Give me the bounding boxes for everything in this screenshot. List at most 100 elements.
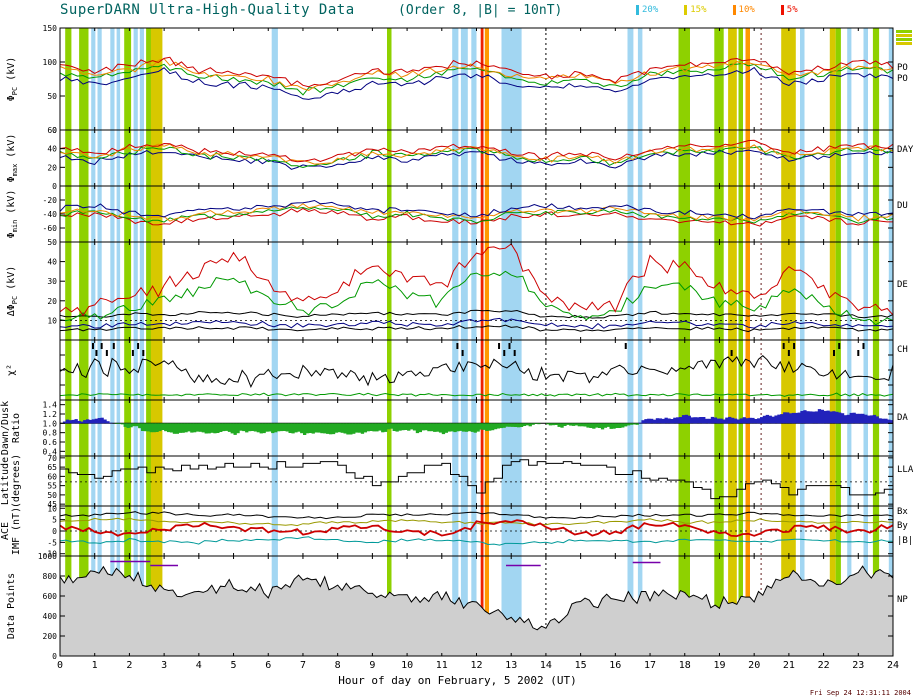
event-band xyxy=(271,28,278,656)
event-band xyxy=(139,28,144,656)
y-tick-label: 40 xyxy=(47,145,57,154)
series-imf-olive xyxy=(59,517,894,527)
y-tick-label: 50 xyxy=(47,491,57,500)
series-phi-min-orange xyxy=(59,203,894,222)
x-tick-label: 3 xyxy=(161,660,167,671)
y-tick-label: 0 xyxy=(52,126,57,135)
legend-swatch xyxy=(636,5,639,15)
series-imf-By-cyan xyxy=(59,536,893,546)
y-tick-label: 50 xyxy=(47,92,57,101)
series-boundary-latitude xyxy=(60,459,894,500)
event-band xyxy=(471,28,477,656)
legend-item: 5% xyxy=(780,5,798,15)
x-tick-label: 16 xyxy=(609,660,621,671)
panel-phi_max: 20 40 60 Φmax (kV) xyxy=(6,126,894,187)
panel-phi_min: -60 -40 -20 0 Φmin (kV) xyxy=(6,182,894,243)
y-tick-label: 100 xyxy=(43,58,58,67)
event-band xyxy=(484,28,489,656)
y-tick-label: 1.4 xyxy=(43,401,58,410)
series-data-points xyxy=(59,565,894,657)
panel-chi2: χ² xyxy=(6,339,894,401)
y-tick-label: 60 xyxy=(47,126,57,135)
y-tick-label: 10 xyxy=(47,316,57,325)
event-band xyxy=(863,28,868,656)
event-band xyxy=(91,28,96,656)
plot-timestamp: Fri Sep 24 12:31:11 2004 xyxy=(809,689,911,697)
threshold-legend: 20% 15% 10% 5% xyxy=(636,5,798,15)
right-margin-label: NP xyxy=(897,595,908,605)
y-tick-label: 800 xyxy=(43,572,58,581)
event-band xyxy=(124,28,132,656)
y-tick-label: 0.6 xyxy=(43,438,58,447)
right-margin-label: DE xyxy=(897,280,908,290)
panel-ylabel: ACE xyxy=(0,522,11,540)
x-tick-label: 4 xyxy=(196,660,202,671)
panel-ylabel: IMF (nT) xyxy=(11,507,22,555)
panel-ylabel: χ² xyxy=(6,364,17,376)
panel-ylabel: Latitude xyxy=(0,457,11,505)
event-band xyxy=(150,28,163,656)
series-phi-max-red xyxy=(59,139,894,163)
y-tick-label: 65 xyxy=(47,463,57,472)
right-margin-label: DAY xyxy=(897,145,914,155)
right-margin-label: CH xyxy=(897,345,908,355)
y-tick-label: 20 xyxy=(47,297,57,306)
legend-label: 5% xyxy=(786,5,798,15)
x-tick-label: 10 xyxy=(401,660,413,671)
x-tick-label: 6 xyxy=(265,660,271,671)
right-margin-label: |B| xyxy=(897,536,913,546)
right-scale-bar xyxy=(896,38,912,41)
event-band xyxy=(847,28,852,656)
series-dphi-black-upper xyxy=(59,309,894,319)
event-band xyxy=(728,28,737,656)
series-phi-min-green xyxy=(59,206,894,224)
event-bands xyxy=(65,28,893,656)
y-tick-label: -10 xyxy=(43,550,58,559)
x-tick-label: 13 xyxy=(505,660,517,671)
x-tick-label: 8 xyxy=(335,660,341,671)
event-band xyxy=(835,28,841,656)
panel-ylabel: ΔΦPC (kV) xyxy=(6,266,19,317)
event-band xyxy=(146,28,151,656)
x-tick-label: 12 xyxy=(470,660,482,671)
event-band xyxy=(460,28,468,656)
series-phi-pc-navy xyxy=(59,66,894,100)
legend-item: 15% xyxy=(684,5,707,15)
y-tick-label: 20 xyxy=(47,163,57,172)
y-tick-label: 1.0 xyxy=(43,419,58,428)
x-tick-label: 20 xyxy=(748,660,760,671)
x-tick-label: 11 xyxy=(436,660,448,671)
y-tick-label: 50 xyxy=(47,238,57,247)
right-margin-label: By xyxy=(897,521,908,531)
panel-data_points: 0 200 400 600 800 1000 Data Points xyxy=(6,552,894,661)
panel-ace_imf: -10 -5 0 5 10 ACE IMF (nT) xyxy=(0,504,894,559)
y-tick-label: 0 xyxy=(52,527,57,536)
x-tick-label: 0 xyxy=(57,660,63,671)
series-imf-Bx-red xyxy=(59,519,894,538)
event-band xyxy=(133,28,138,656)
right-margin-label: PO xyxy=(897,74,908,84)
event-band xyxy=(116,28,121,656)
y-tick-label: 0 xyxy=(52,182,57,191)
x-tick-label: 17 xyxy=(644,660,656,671)
y-tick-label: 0 xyxy=(52,652,57,661)
event-band xyxy=(888,28,893,656)
x-tick-label: 15 xyxy=(575,660,587,671)
x-tick-label: 18 xyxy=(679,660,691,671)
y-tick-label: -60 xyxy=(43,224,58,233)
panel-ylabel: Dawn/Dusk xyxy=(0,401,11,455)
series-dphi-red xyxy=(59,243,894,317)
y-tick-label: 55 xyxy=(47,482,57,491)
y-tick-label: 70 xyxy=(47,454,57,463)
x-tick-label: 22 xyxy=(818,660,830,671)
y-tick-label: -5 xyxy=(47,538,57,547)
y-tick-label: 0.8 xyxy=(43,429,58,438)
legend-swatch xyxy=(780,5,784,15)
chart-title: SuperDARN Ultra-High-Quality Data xyxy=(60,2,355,18)
right-scale-bar xyxy=(896,42,912,45)
series-phi-pc-orange xyxy=(59,58,894,91)
event-band xyxy=(627,28,634,656)
series-imf-Bmag xyxy=(59,511,894,520)
